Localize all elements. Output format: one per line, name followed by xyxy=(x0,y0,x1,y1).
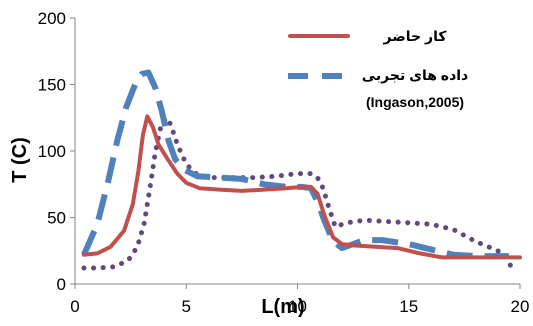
series-line-dotted xyxy=(81,115,514,271)
y-tick-label: 50 xyxy=(47,209,66,228)
series-line-dashed xyxy=(81,69,509,260)
x-tick-label: 5 xyxy=(182,297,191,316)
legend-label: کار حاضر xyxy=(383,28,448,45)
y-tick-label: 150 xyxy=(38,76,66,95)
legend: کار حاضر داده های تجربی (Ingason,2005) xyxy=(288,28,468,110)
legend-label: داده های تجربی xyxy=(362,67,468,84)
x-tick-label: 15 xyxy=(399,297,418,316)
y-axis-label: T (C) xyxy=(9,137,31,183)
x-tick-label: 10 xyxy=(288,297,307,316)
series-line-solid xyxy=(81,114,522,260)
x-axis-label: L(m) xyxy=(261,296,304,318)
y-tick-label: 200 xyxy=(38,9,66,28)
y-tick-label: 0 xyxy=(57,275,66,294)
series-layer xyxy=(81,69,522,271)
x-tick-label: 20 xyxy=(511,297,530,316)
x-tick-label: 0 xyxy=(70,297,79,316)
y-tick-label: 100 xyxy=(38,142,66,161)
axes: 0 50 100 150 200 0 5 10 15 20 xyxy=(38,9,530,316)
legend-label-secondary: (Ingason,2005) xyxy=(366,94,464,110)
